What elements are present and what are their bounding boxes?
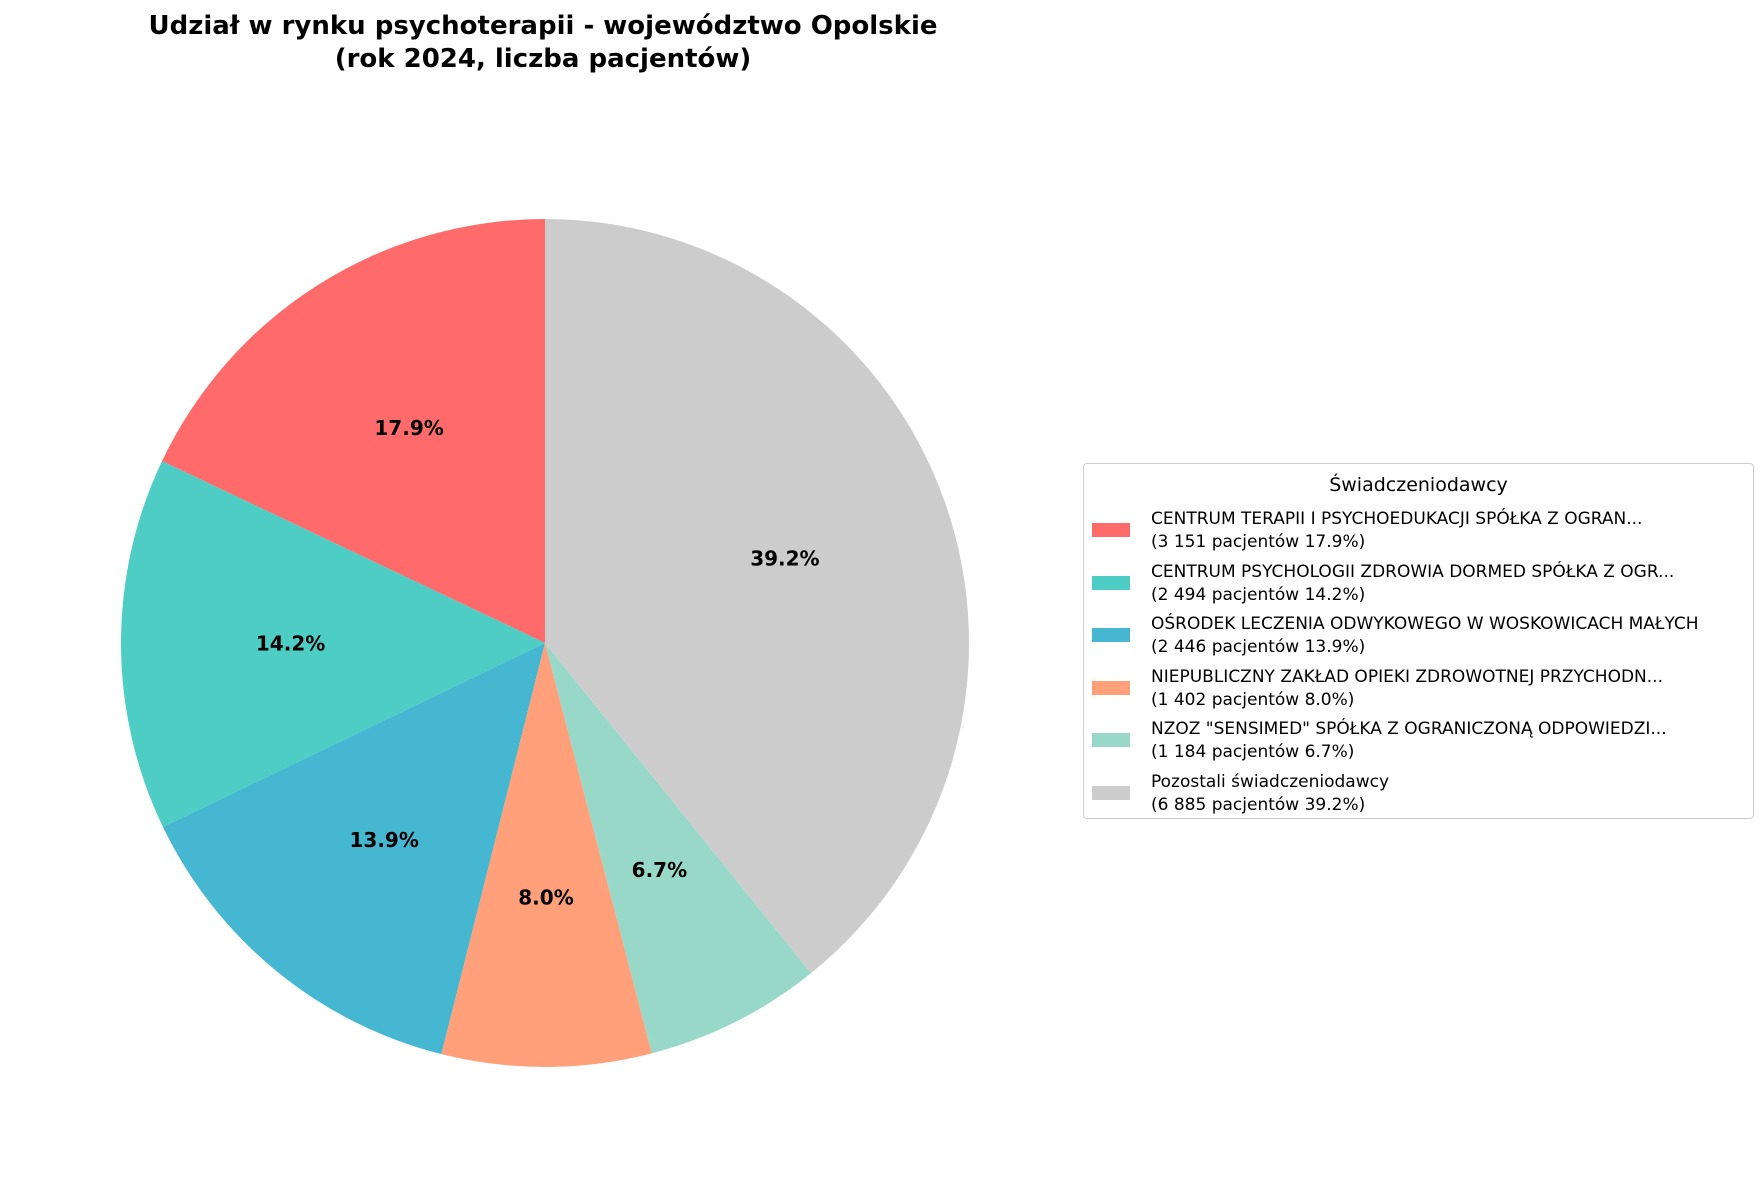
legend-entry-name: CENTRUM PSYCHOLOGII ZDROWIA DORMED SPÓŁK… [1151,561,1675,582]
pie-slice-label-5: 6.7% [632,858,687,882]
legend-entry-detail: (6 885 pacjentów 39.2%) [1151,794,1366,815]
legend-text-3: OŚRODEK LECZENIA ODWYKOWEGO W WOSKOWICAC… [1151,613,1699,659]
legend-entry-detail: (1 402 pacjentów 8.0%) [1151,689,1355,710]
legend-text-6: Pozostali świadczeniodawcy (6 885 pacjent… [1151,771,1389,817]
legend-swatch-5 [1092,733,1130,747]
legend-title: Świadczeniodawcy [1329,474,1508,496]
legend-swatch-3 [1092,628,1130,642]
legend-item-1: CENTRUM TERAPII I PSYCHOEDUKACJI SPÓŁKA … [1092,508,1749,560]
legend-text-2: CENTRUM PSYCHOLOGII ZDROWIA DORMED SPÓŁK… [1151,561,1674,607]
pie-slice-4 [441,643,652,1068]
legend-entry-detail: (2 446 pacjentów 13.9%) [1151,637,1366,657]
legend-entry-detail: (2 494 pacjentów 14.2%) [1151,584,1366,605]
pie-slice-5 [545,643,812,1054]
legend-text-1: CENTRUM TERAPII I PSYCHOEDUKACJI SPÓŁKA … [1151,508,1642,554]
legend-swatch-1 [1092,523,1130,537]
pie-slice-label-2: 14.2% [256,632,325,656]
legend-item-6: Pozostali świadczeniodawcy (6 885 pacjent… [1092,771,1749,823]
pie-slice-6 [545,218,969,974]
legend-entry-name: Pozostali świadczeniodawcy [1151,771,1389,792]
legend-item-2: CENTRUM PSYCHOLOGII ZDROWIA DORMED SPÓŁK… [1092,561,1749,613]
pie-slice-label-4: 8.0% [518,885,573,909]
legend-entry-name: NZOZ "SENSIMED" SPÓŁKA Z OGRANICZONĄ ODP… [1151,719,1667,739]
legend-swatch-6 [1092,785,1130,800]
legend-swatch-4 [1092,680,1130,695]
legend-entry-name: OŚRODEK LECZENIA ODWYKOWEGO W WOSKOWICAC… [1151,614,1699,634]
chart-title: Udział w rynku psychoterapii - województ… [148,11,938,74]
pie-slice-label-1: 17.9% [374,416,443,440]
pie-slice-3 [162,643,546,1055]
legend-text-4: NIEPUBLICZNY ZAKŁAD OPIEKI ZDROWOTNEJ PR… [1151,666,1663,712]
pie-slice-2 [120,461,545,827]
legend-item-5: NZOZ "SENSIMED" SPÓŁKA Z OGRANICZONĄ ODP… [1092,718,1749,770]
legend-entry-name: CENTRUM TERAPII I PSYCHOEDUKACJI SPÓŁKA … [1151,509,1643,529]
legend-entry-detail: (1 184 pacjentów 6.7%) [1151,742,1355,762]
legend-entry-detail: (3 151 pacjentów 17.9%) [1151,532,1366,552]
legend-item-4: NIEPUBLICZNY ZAKŁAD OPIEKI ZDROWOTNEJ PR… [1092,666,1749,718]
pie-slice-1 [162,219,545,643]
legend-item-3: OŚRODEK LECZENIA ODWYKOWEGO W WOSKOWICAC… [1092,613,1749,665]
pie-slice-label-6: 39.2% [750,546,819,570]
pie-slice-label-3: 13.9% [350,828,419,852]
legend: Świadczeniodawcy CENTRUM TERAPII I PSYCH… [1083,463,1754,819]
legend-swatch-2 [1092,575,1130,590]
legend-text-5: NZOZ "SENSIMED" SPÓŁKA Z OGRANICZONĄ ODP… [1151,718,1667,764]
legend-entry-name: NIEPUBLICZNY ZAKŁAD OPIEKI ZDROWOTNEJ PR… [1151,666,1663,687]
